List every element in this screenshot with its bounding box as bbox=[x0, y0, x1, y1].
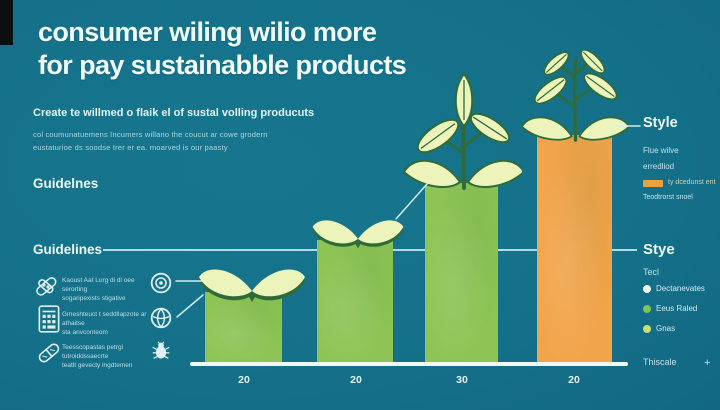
x-tick-label: 20 bbox=[350, 374, 362, 386]
guidelines-heading-2: Guidelines bbox=[33, 242, 103, 257]
scale-label: Thiscale bbox=[643, 357, 677, 367]
page-title: consumer wiling wilio more for pay susta… bbox=[38, 16, 478, 82]
plant-icon bbox=[402, 72, 522, 190]
legend-label: Dectanevates bbox=[656, 284, 705, 293]
bar-2 bbox=[317, 240, 393, 366]
style-panel-line: Teodtrorst snoel bbox=[643, 194, 693, 201]
bug-icon bbox=[152, 341, 170, 359]
legend-label: Eeus Raled bbox=[656, 304, 698, 313]
pill-icon bbox=[38, 343, 60, 363]
x-axis bbox=[190, 362, 628, 366]
plus-label: + bbox=[704, 357, 711, 369]
intro-body-line: eustaturioe ds soodse trer er ea. moarve… bbox=[33, 143, 228, 152]
style-panel-line: Flue wilve bbox=[643, 146, 679, 155]
seedling-icon bbox=[199, 269, 305, 302]
legend-dot bbox=[643, 285, 651, 293]
legend-dot bbox=[643, 325, 651, 333]
guidelines-heading-1: Guidelnes bbox=[33, 176, 99, 191]
x-tick-label: 20 bbox=[568, 374, 580, 386]
plant-icon bbox=[520, 50, 631, 142]
legend-dot bbox=[643, 305, 651, 313]
style-swatch-label: ty dcedunst ent bbox=[668, 179, 716, 186]
intro-body-line: col coumunatuemens Incumers willano the … bbox=[33, 130, 268, 139]
calculator-icon bbox=[38, 305, 60, 333]
style-swatch bbox=[643, 180, 663, 187]
x-tick-label: 20 bbox=[238, 374, 250, 386]
bar-3 bbox=[425, 183, 498, 366]
corner-artifact bbox=[0, 0, 13, 45]
style-panel-heading: Style bbox=[643, 115, 678, 131]
bar-1 bbox=[205, 292, 282, 366]
guideline-item-text: Kaoust Aat Lurg di dl oee serorting soga… bbox=[62, 277, 135, 302]
bandage-icon bbox=[36, 277, 57, 296]
guideline-item-text: Teesscopastas petrgi tutroiddssaecrte te… bbox=[62, 344, 133, 369]
intro-heading: Create te willmed o flaik el of sustal v… bbox=[33, 107, 315, 119]
globe-icon bbox=[150, 307, 172, 329]
style-panel-line: erredliod bbox=[643, 162, 675, 171]
seedling-icon bbox=[312, 220, 404, 249]
legend-subheading: Tecl bbox=[643, 267, 660, 277]
target-icon bbox=[150, 272, 172, 294]
legend-heading: Stye bbox=[643, 241, 675, 258]
title-line-2: for pay sustainabble products bbox=[38, 50, 407, 80]
legend-label: Gnas bbox=[656, 324, 676, 333]
bar-4 bbox=[537, 135, 612, 366]
x-tick-label: 30 bbox=[456, 374, 468, 386]
title-line-1: consumer wiling wilio more bbox=[38, 17, 377, 47]
guideline-item-text: Gmeshteuct t seddllapzote ar athaitse st… bbox=[62, 311, 147, 336]
